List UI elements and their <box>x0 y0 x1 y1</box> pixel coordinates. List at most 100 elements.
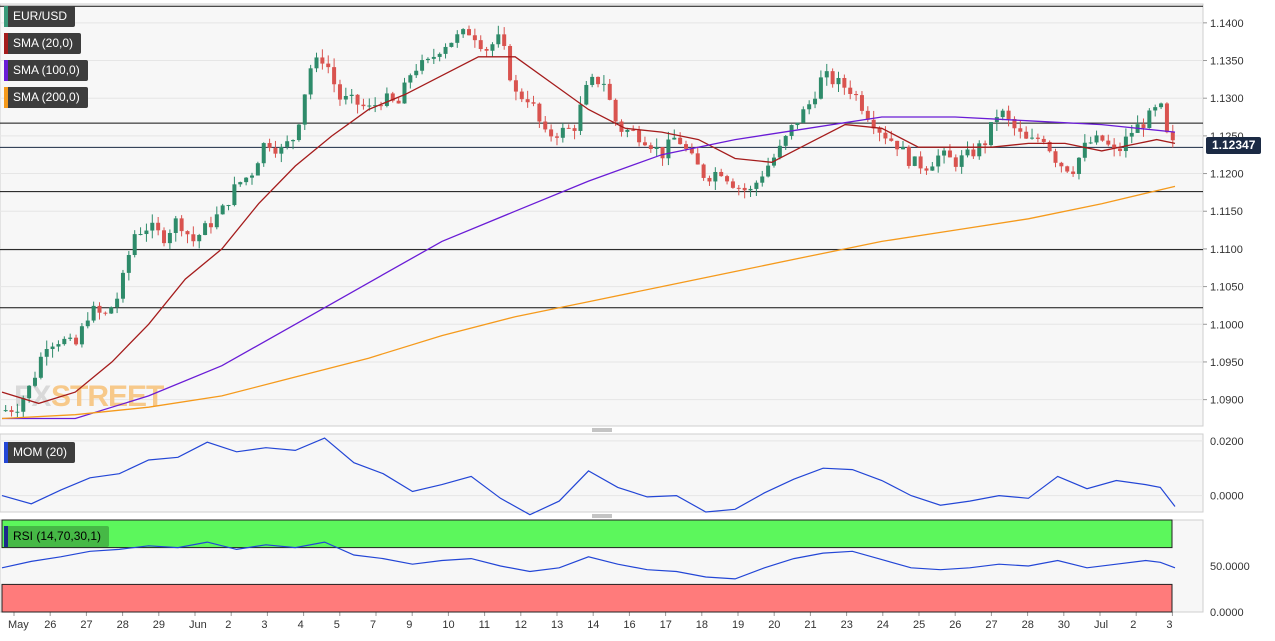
x-tick-label: 29 <box>153 619 165 631</box>
candle-body <box>126 254 131 273</box>
candle-body <box>713 171 718 182</box>
candle-body <box>361 104 366 107</box>
candle-body <box>150 222 155 231</box>
candle-body <box>502 34 507 46</box>
legend-mom[interactable]: MOM (20) <box>4 442 75 463</box>
symbol-tag[interactable]: EUR/USD <box>4 6 76 27</box>
candle-body <box>918 156 923 169</box>
x-tick-label: 7 <box>370 619 376 631</box>
x-tick-label: 28 <box>117 619 129 631</box>
candle-body <box>220 205 225 215</box>
candle-body <box>27 385 32 399</box>
y-tick-label: 1.1150 <box>1210 206 1243 218</box>
y-tick-label: 1.1300 <box>1210 93 1244 105</box>
mom-y-tick-label: 0.0200 <box>1210 436 1244 448</box>
legend-rsi[interactable]: RSI (14,70,30,1) <box>4 526 110 547</box>
candle-body <box>32 377 37 386</box>
candle-body <box>660 147 665 159</box>
candle-body <box>255 163 260 176</box>
rsi-label: RSI (14,70,30,1) <box>13 529 102 543</box>
candle-body <box>1053 151 1058 163</box>
x-tick-label: 20 <box>768 619 780 631</box>
x-tick-label: 3 <box>261 619 267 631</box>
candle-body <box>818 77 823 99</box>
candle-body <box>79 326 84 345</box>
candle-body <box>144 230 149 235</box>
candle-body <box>572 128 577 131</box>
candle-body <box>566 127 571 129</box>
x-tick-label: 27 <box>985 619 997 631</box>
candle-body <box>513 80 518 92</box>
candle-body <box>162 230 167 244</box>
candle-body <box>138 234 143 236</box>
candle-body <box>813 98 818 105</box>
x-tick-label: 23 <box>841 619 853 631</box>
candle-body <box>942 150 947 156</box>
x-tick-label: 26 <box>949 619 961 631</box>
rsi-swatch <box>4 526 8 547</box>
candle-body <box>167 232 172 244</box>
candle-body <box>1170 132 1175 141</box>
x-tick-label: 3 <box>1166 619 1172 631</box>
candle-body <box>1112 144 1117 149</box>
x-tick-label: 19 <box>732 619 744 631</box>
candle-body <box>924 168 929 171</box>
candle-body <box>977 143 982 157</box>
candle-body <box>560 127 565 138</box>
candle-body <box>613 99 618 122</box>
candle-body <box>1159 103 1164 108</box>
candle-body <box>367 105 372 107</box>
candle-body <box>68 337 73 339</box>
candle-body <box>103 312 108 314</box>
sma100-line <box>2 116 1176 420</box>
candle-body <box>953 157 958 167</box>
candle-body <box>836 77 841 85</box>
candle-body <box>396 100 401 104</box>
x-tick-label: Jul <box>1094 619 1108 631</box>
candle-body <box>21 398 26 412</box>
candle-body <box>120 272 125 299</box>
sma200-label: SMA (200,0) <box>13 90 80 104</box>
candle-body <box>971 149 976 157</box>
sma20-line <box>1 56 1176 405</box>
candle-body <box>895 140 900 150</box>
candle-body <box>402 82 407 104</box>
candle-body <box>1000 110 1005 118</box>
candle-body <box>302 94 307 125</box>
candle-body <box>38 356 43 378</box>
x-tick-label: 10 <box>442 619 454 631</box>
candle-body <box>730 181 735 188</box>
candle-body <box>824 71 829 78</box>
mom-label: MOM (20) <box>13 445 67 459</box>
legend-sma100[interactable]: SMA (100,0) <box>4 60 88 81</box>
candle-body <box>601 83 606 85</box>
legend-sma20[interactable]: SMA (20,0) <box>4 33 82 54</box>
candle-body <box>185 231 190 235</box>
candle-body <box>736 187 741 189</box>
x-tick-label: 28 <box>1022 619 1034 631</box>
candle-body <box>1153 107 1158 111</box>
candle-body <box>308 68 313 95</box>
candle-body <box>830 71 835 85</box>
x-tick-label: Jun <box>189 619 207 631</box>
candle-body <box>132 234 137 255</box>
candle-body <box>496 34 501 45</box>
x-tick-label: 2 <box>1130 619 1136 631</box>
candle-body <box>871 119 876 129</box>
candle-body <box>478 40 483 50</box>
watermark-fx: FX <box>14 380 51 413</box>
candle-body <box>1012 118 1017 129</box>
legend-sma200[interactable]: SMA (200,0) <box>4 87 88 108</box>
candle-body <box>637 130 642 143</box>
sma200-line <box>1 185 1176 420</box>
candle-body <box>449 42 454 47</box>
candle-body <box>519 91 524 100</box>
candle-body <box>1123 136 1128 152</box>
candle-body <box>783 135 788 146</box>
candle-body <box>1088 142 1093 144</box>
y-tick-label: 1.1100 <box>1210 244 1243 256</box>
candle-body <box>1118 148 1123 152</box>
candle-body <box>701 164 706 178</box>
